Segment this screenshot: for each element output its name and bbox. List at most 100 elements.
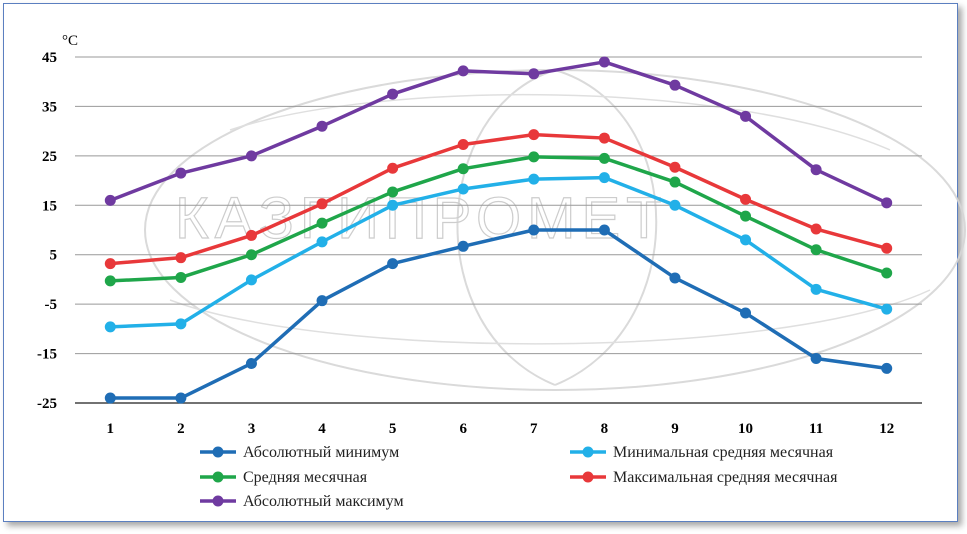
legend-marker <box>582 471 594 483</box>
series-group <box>104 56 893 404</box>
data-point <box>316 217 328 229</box>
chart-frame <box>3 3 958 522</box>
data-point <box>528 129 540 141</box>
x-tick-label: 10 <box>738 421 753 437</box>
data-point <box>245 274 257 286</box>
series-line <box>110 132 888 266</box>
x-tick-label: 9 <box>671 421 679 437</box>
y-tick-label: 35 <box>42 99 57 115</box>
data-point <box>457 65 469 77</box>
x-axis-ticks: 1 2 3 4 5 6 7 8 9 10 11 12 <box>107 421 895 437</box>
legend-item: Абсолютный максимум <box>200 493 404 510</box>
data-point <box>175 318 187 330</box>
data-point <box>528 68 540 80</box>
data-point <box>598 132 610 144</box>
data-point <box>528 173 540 185</box>
x-tick-label: 8 <box>601 421 609 437</box>
data-point <box>457 240 469 252</box>
legend-item: Максимальная средняя месячная <box>570 469 838 486</box>
data-point <box>810 164 822 176</box>
data-point <box>669 79 681 91</box>
data-point <box>881 197 893 209</box>
data-point <box>810 223 822 235</box>
y-tick-label: -5 <box>45 297 58 313</box>
legend-label: Средняя месячная <box>243 469 368 486</box>
data-point <box>810 353 822 365</box>
data-point <box>740 234 752 246</box>
data-point <box>528 151 540 163</box>
data-point <box>104 321 116 333</box>
y-tick-label: 15 <box>42 198 57 214</box>
data-point <box>669 272 681 284</box>
data-point <box>881 267 893 279</box>
data-point <box>387 88 399 100</box>
data-point <box>598 56 610 68</box>
x-tick-label: 2 <box>177 421 185 437</box>
data-point <box>457 163 469 175</box>
data-point <box>740 110 752 122</box>
legend-label: Абсолютный минимум <box>243 444 399 461</box>
data-point <box>740 193 752 205</box>
data-point <box>387 162 399 174</box>
data-point <box>245 357 257 369</box>
legend-item: Минимальная средняя месячная <box>570 444 834 461</box>
data-point <box>810 283 822 295</box>
data-point <box>881 303 893 315</box>
data-point <box>669 161 681 173</box>
legend-item: Абсолютный минимум <box>200 444 399 461</box>
legend-marker <box>212 495 224 507</box>
data-point <box>175 392 187 404</box>
data-point <box>387 199 399 211</box>
data-point <box>104 392 116 404</box>
data-point <box>316 295 328 307</box>
data-point <box>245 150 257 162</box>
series-2 <box>104 172 893 333</box>
legend-marker <box>212 471 224 483</box>
x-tick-label: 6 <box>459 421 467 437</box>
y-tick-label: 25 <box>42 149 57 165</box>
x-tick-label: 12 <box>879 421 894 437</box>
data-point <box>387 186 399 198</box>
data-point <box>810 244 822 256</box>
x-tick-label: 1 <box>107 421 115 437</box>
legend-label: Максимальная средняя месячная <box>613 469 838 486</box>
data-point <box>175 271 187 283</box>
x-tick-label: 11 <box>809 421 823 437</box>
y-tick-label: 5 <box>50 248 58 264</box>
legend-marker <box>582 446 594 458</box>
data-point <box>316 120 328 132</box>
data-point <box>245 229 257 241</box>
data-point <box>316 198 328 210</box>
data-point <box>104 194 116 206</box>
watermark-text: КАЗГИПРОМЕТ <box>175 186 668 251</box>
legend-label: Абсолютный максимум <box>243 493 404 510</box>
series-line <box>110 175 888 329</box>
data-point <box>881 362 893 374</box>
y-tick-label: 45 <box>42 50 57 66</box>
grid-lines <box>75 56 922 404</box>
data-point <box>598 224 610 236</box>
y-tick-label: -15 <box>37 347 57 363</box>
data-point <box>598 172 610 184</box>
legend-item: Средняя месячная <box>200 469 368 486</box>
series-3 <box>104 151 893 287</box>
data-point <box>175 252 187 264</box>
data-point <box>598 152 610 164</box>
data-point <box>457 138 469 150</box>
data-point <box>175 167 187 179</box>
data-point <box>104 275 116 287</box>
series-line <box>110 155 888 283</box>
legend-label: Минимальная средняя месячная <box>613 444 834 461</box>
series-4 <box>104 129 893 270</box>
x-tick-label: 4 <box>318 421 326 437</box>
data-point <box>245 249 257 261</box>
data-point <box>740 210 752 222</box>
data-point <box>457 183 469 195</box>
legend-marker <box>212 446 224 458</box>
series-5 <box>104 56 893 209</box>
y-tick-label: -25 <box>37 396 57 412</box>
data-point <box>669 199 681 211</box>
data-point <box>740 307 752 319</box>
x-tick-label: 7 <box>530 421 538 437</box>
